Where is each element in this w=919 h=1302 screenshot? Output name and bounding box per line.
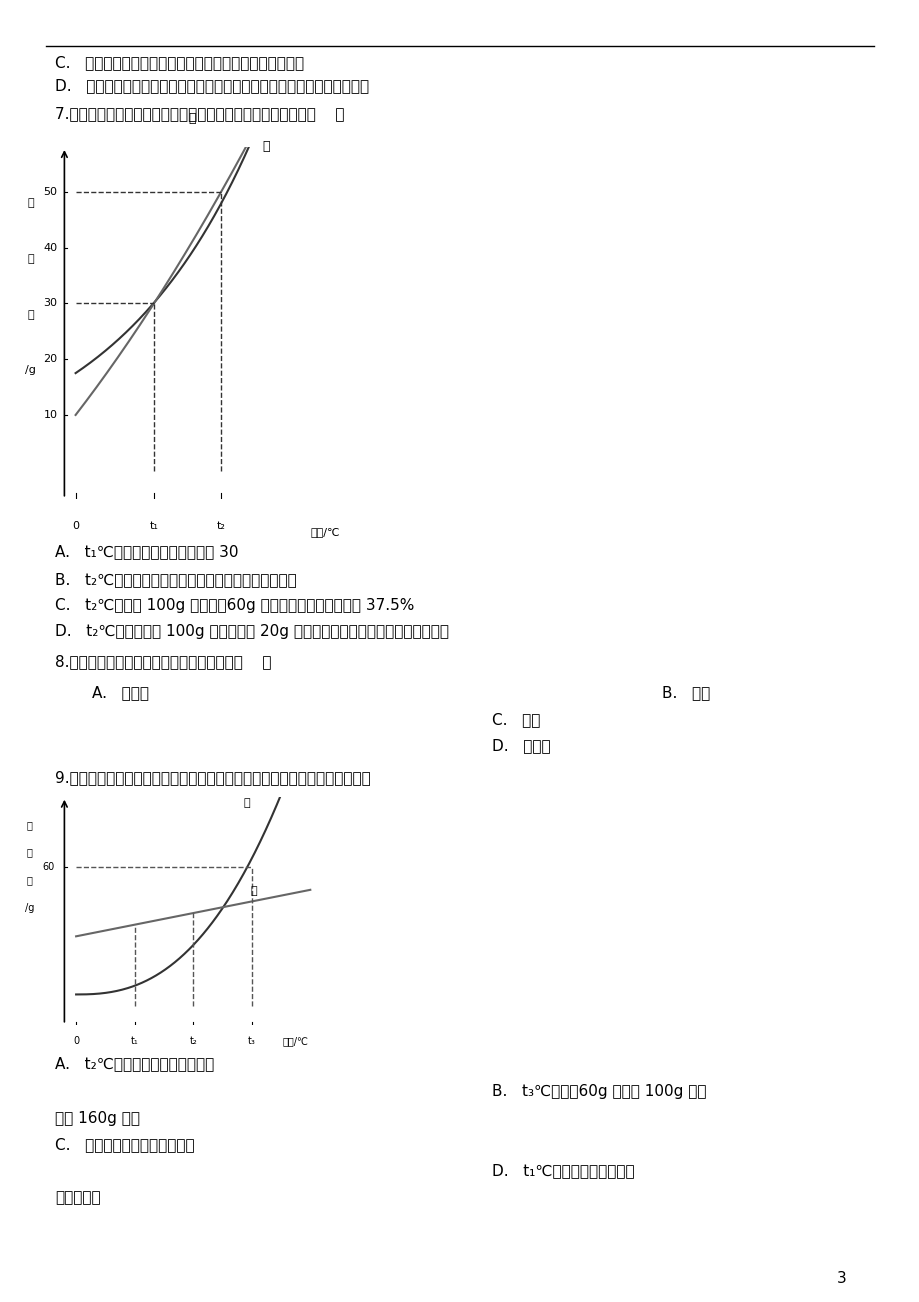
Text: 甲: 甲 [244,798,250,809]
Text: /g: /g [25,904,34,914]
Text: 30: 30 [43,298,58,309]
Text: 解: 解 [28,254,34,264]
Text: 9.右图是甲、乙两种固体物质的溶解度曲线。据此判断下列说法不正确的是：: 9.右图是甲、乙两种固体物质的溶解度曲线。据此判断下列说法不正确的是： [55,769,370,785]
Text: 甲: 甲 [188,112,196,125]
Text: 20: 20 [43,354,58,365]
Text: B.   蕍糖: B. 蕍糖 [662,685,709,700]
Text: 溶: 溶 [28,198,34,208]
Text: C.   通过洗洁精的乳化作用，可将食用油溶解于水形成溶液: C. 通过洗洁精的乳化作用，可将食用油溶解于水形成溶液 [55,55,304,70]
Text: D.   t₁℃时，乙的溶解度大于: D. t₁℃时，乙的溶解度大于 [492,1163,634,1178]
Text: 乙: 乙 [251,885,257,896]
Text: 溶: 溶 [27,820,32,829]
Text: C.   t₂℃时，在 100g 水中放入60g 甲，其溶质的质量分数为 37.5%: C. t₂℃时，在 100g 水中放入60g 甲，其溶质的质量分数为 37.5% [55,598,414,613]
Text: 7.甲、乙两物质的溶解度曲线如图所示，下列叙述中正确的是（    ）: 7.甲、乙两物质的溶解度曲线如图所示，下列叙述中正确的是（ ） [55,105,345,121]
Text: B.   t₃℃时，屠60g 乙加入 100g 水中: B. t₃℃时，屠60g 乙加入 100g 水中 [492,1083,706,1099]
Text: C.   食盐: C. 食盐 [492,712,540,728]
Text: 乙: 乙 [262,139,269,152]
Text: B.   t₂℃时，甲和乙的饱和溶液中溶质的质量分数相等: B. t₂℃时，甲和乙的饱和溶液中溶质的质量分数相等 [55,572,297,587]
Text: 0: 0 [73,1036,79,1047]
Text: t₂: t₂ [189,1036,197,1047]
Text: 8.下列物质的溶解度随温度升高而减小的是（    ）: 8.下列物质的溶解度随温度升高而减小的是（ ） [55,654,271,669]
Text: t₁: t₁ [130,1036,139,1047]
Text: A.   t₁℃时，甲和乙的溶解度均为 30: A. t₁℃时，甲和乙的溶解度均为 30 [55,544,238,560]
Text: 0: 0 [72,521,79,531]
Text: 60: 60 [43,862,55,871]
Text: 解: 解 [27,848,32,858]
Text: t₁: t₁ [150,521,158,531]
Text: 度: 度 [27,875,32,885]
Text: D.   t₂℃时，分别在 100g 水中各溶解 20g 甲、乙，同时降低温度，甲先达到饱和: D. t₂℃时，分别在 100g 水中各溶解 20g 甲、乙，同时降低温度，甲先… [55,624,448,639]
Text: 40: 40 [43,242,58,253]
Text: 10: 10 [43,410,58,421]
Text: 温度/℃: 温度/℃ [311,526,340,536]
Text: 温度/℃: 温度/℃ [282,1036,308,1047]
Text: A.   确酸鿨: A. 确酸鿨 [92,685,149,700]
Text: 可得 160g 溶液: 可得 160g 溶液 [55,1111,140,1126]
Text: C.   乙的溶解度受温度影响很小: C. 乙的溶解度受温度影响很小 [55,1137,195,1152]
Text: 甲的溶解度: 甲的溶解度 [55,1190,101,1206]
Text: t₃: t₃ [247,1036,255,1047]
Text: D.   试剂瓶中的溶液在使用时不慎洒出一部分，剩余溶液溶质质量分数减少: D. 试剂瓶中的溶液在使用时不慎洒出一部分，剩余溶液溶质质量分数减少 [55,78,369,94]
Text: A.   t₂℃时，甲、乙的溶解度相等: A. t₂℃时，甲、乙的溶解度相等 [55,1056,214,1072]
Text: 3: 3 [835,1271,845,1286]
Text: 50: 50 [43,186,58,197]
Text: /g: /g [26,366,36,375]
Text: D.   熟石灰: D. 熟石灰 [492,738,550,754]
Text: t₂: t₂ [217,521,225,531]
Text: 度: 度 [28,310,34,319]
